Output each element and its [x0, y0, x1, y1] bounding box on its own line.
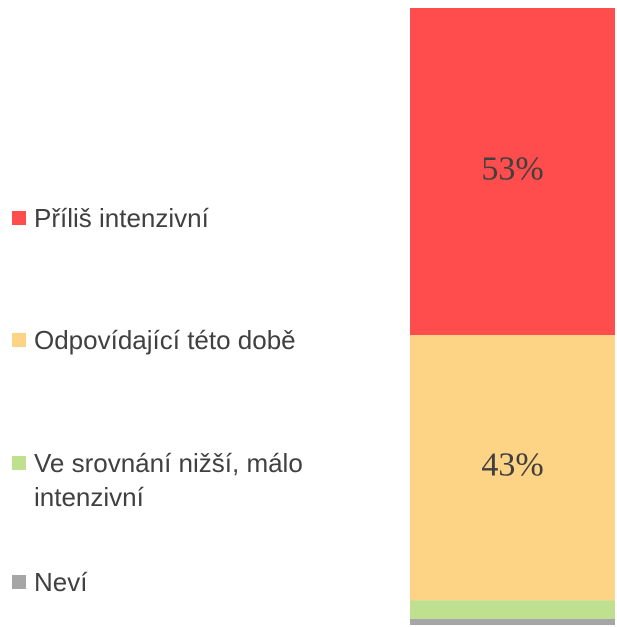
- legend-item: Odpovídající této době: [12, 323, 372, 357]
- data-label: 53%: [481, 150, 543, 187]
- legend-label: Odpovídající této době: [34, 325, 296, 355]
- legend-item: Ve srovnání nižší, málo intenzivní: [12, 446, 372, 514]
- bar-segment: [410, 8, 615, 336]
- data-label: 43%: [481, 446, 543, 483]
- legend-swatch: [12, 456, 26, 470]
- bar-segment: [410, 335, 615, 601]
- legend-item: Příliš intenzivní: [12, 201, 372, 235]
- legend-label: Neví: [34, 567, 88, 597]
- legend-label: Příliš intenzivní: [34, 203, 209, 233]
- legend-swatch: [12, 211, 26, 225]
- legend-label: Ve srovnání nižší, málo intenzivní: [34, 448, 303, 512]
- bar-segment: [410, 600, 615, 619]
- bar-segment: [410, 618, 615, 625]
- legend-item: Neví: [12, 565, 372, 599]
- legend-swatch: [12, 575, 26, 589]
- legend-swatch: [12, 333, 26, 347]
